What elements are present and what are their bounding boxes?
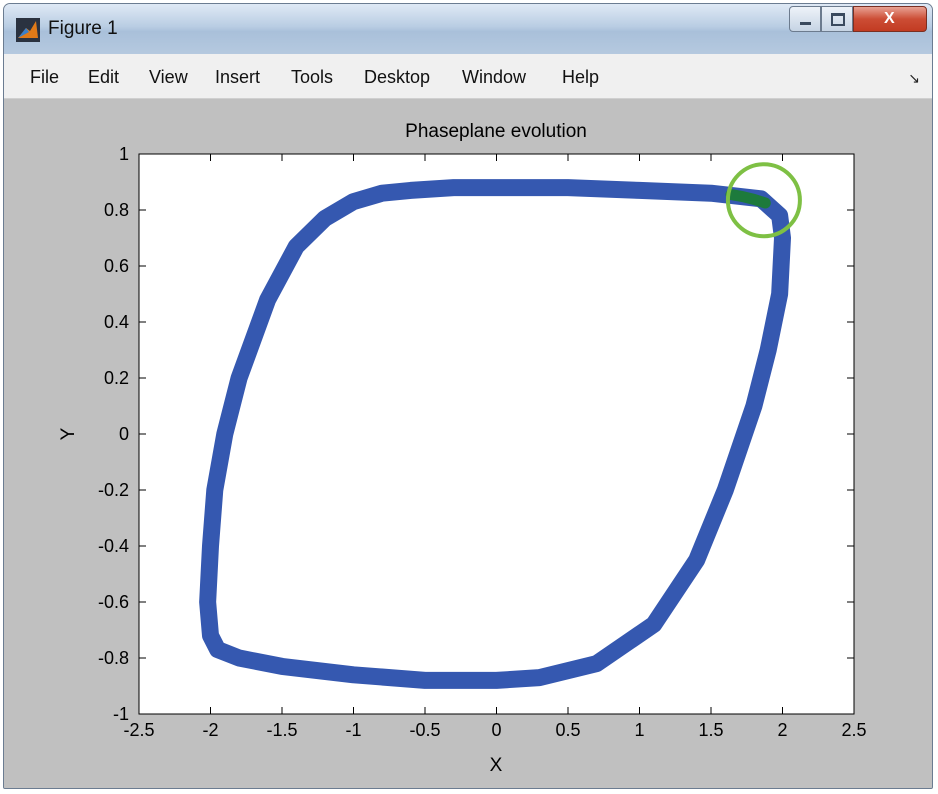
x-tick-label: -2.5 — [123, 720, 154, 740]
x-tick-label: 0 — [491, 720, 501, 740]
plot-area — [138, 153, 855, 715]
y-tick-label: 0.2 — [104, 368, 129, 388]
x-tick-label: 1.5 — [698, 720, 723, 740]
chart-title: Phaseplane evolution — [405, 121, 587, 142]
matlab-icon — [16, 18, 40, 42]
menu-desktop[interactable]: Desktop — [364, 67, 431, 87]
close-button[interactable]: X — [853, 6, 927, 32]
menu-help[interactable]: Help — [562, 67, 600, 87]
x-tick-label: 2 — [777, 720, 787, 740]
y-tick-label: -0.6 — [98, 592, 129, 612]
minimize-button[interactable] — [789, 6, 821, 32]
maximize-icon — [831, 13, 845, 26]
highlight-segment — [725, 189, 771, 209]
y-tick-label: -0.4 — [98, 536, 129, 556]
maximize-button[interactable] — [821, 6, 853, 32]
y-tick-label: 0 — [119, 424, 129, 444]
highlight-circle — [725, 162, 802, 239]
x-tick-label: 1 — [634, 720, 644, 740]
close-icon: X — [884, 10, 895, 27]
figure-window: Figure 1 X File Edit View Insert Tools D… — [3, 3, 933, 789]
x-tick-label: 2.5 — [841, 720, 866, 740]
x-axis-label: X — [490, 755, 503, 776]
y-tick-label: -0.2 — [98, 480, 129, 500]
phaseplane-chart: -2.5 -2 -1.5 -1 -0.5 0 0.5 1 1.5 2 2.5 -1 -0.8 -0.6 -0… — [58, 121, 867, 776]
y-tick-label: 0.8 — [104, 200, 129, 220]
trajectory-line — [199, 179, 791, 689]
annotations — [725, 162, 802, 239]
x-tick-label: -1 — [345, 720, 361, 740]
axis-ticks: -2.5 -2 -1.5 -1 -0.5 0 0.5 1 1.5 2 2.5 -1 -0.8 -0.6 -0… — [98, 144, 867, 740]
y-tick-label: 0.6 — [104, 256, 129, 276]
x-tick-label: 0.5 — [555, 720, 580, 740]
x-tick-label: -1.5 — [266, 720, 297, 740]
window-title: Figure 1 — [48, 18, 118, 39]
dock-arrow-icon[interactable]: ↘ — [908, 70, 920, 86]
y-tick-label: 0.4 — [104, 312, 129, 332]
title-bar[interactable]: Figure 1 X — [4, 4, 932, 55]
data-series — [199, 179, 791, 689]
figure-canvas: -2.5 -2 -1.5 -1 -0.5 0 0.5 1 1.5 2 2.5 -1 -0.8 -0.6 -0… — [4, 99, 932, 788]
menu-bar: File Edit View Insert Tools Desktop Wind… — [4, 54, 932, 99]
menu-file[interactable]: File — [30, 67, 60, 87]
menu-edit[interactable]: Edit — [88, 67, 120, 87]
x-tick-label: -0.5 — [409, 720, 440, 740]
minimize-icon — [800, 22, 811, 25]
menu-tools[interactable]: Tools — [291, 67, 334, 87]
menu-insert[interactable]: Insert — [215, 67, 261, 87]
menu-window[interactable]: Window — [462, 67, 527, 87]
y-axis-label: Y — [58, 427, 79, 440]
y-tick-label: 1 — [119, 144, 129, 164]
y-tick-label: -1 — [113, 704, 129, 724]
x-tick-label: -2 — [202, 720, 218, 740]
y-tick-label: -0.8 — [98, 648, 129, 668]
menu-view[interactable]: View — [149, 67, 188, 87]
